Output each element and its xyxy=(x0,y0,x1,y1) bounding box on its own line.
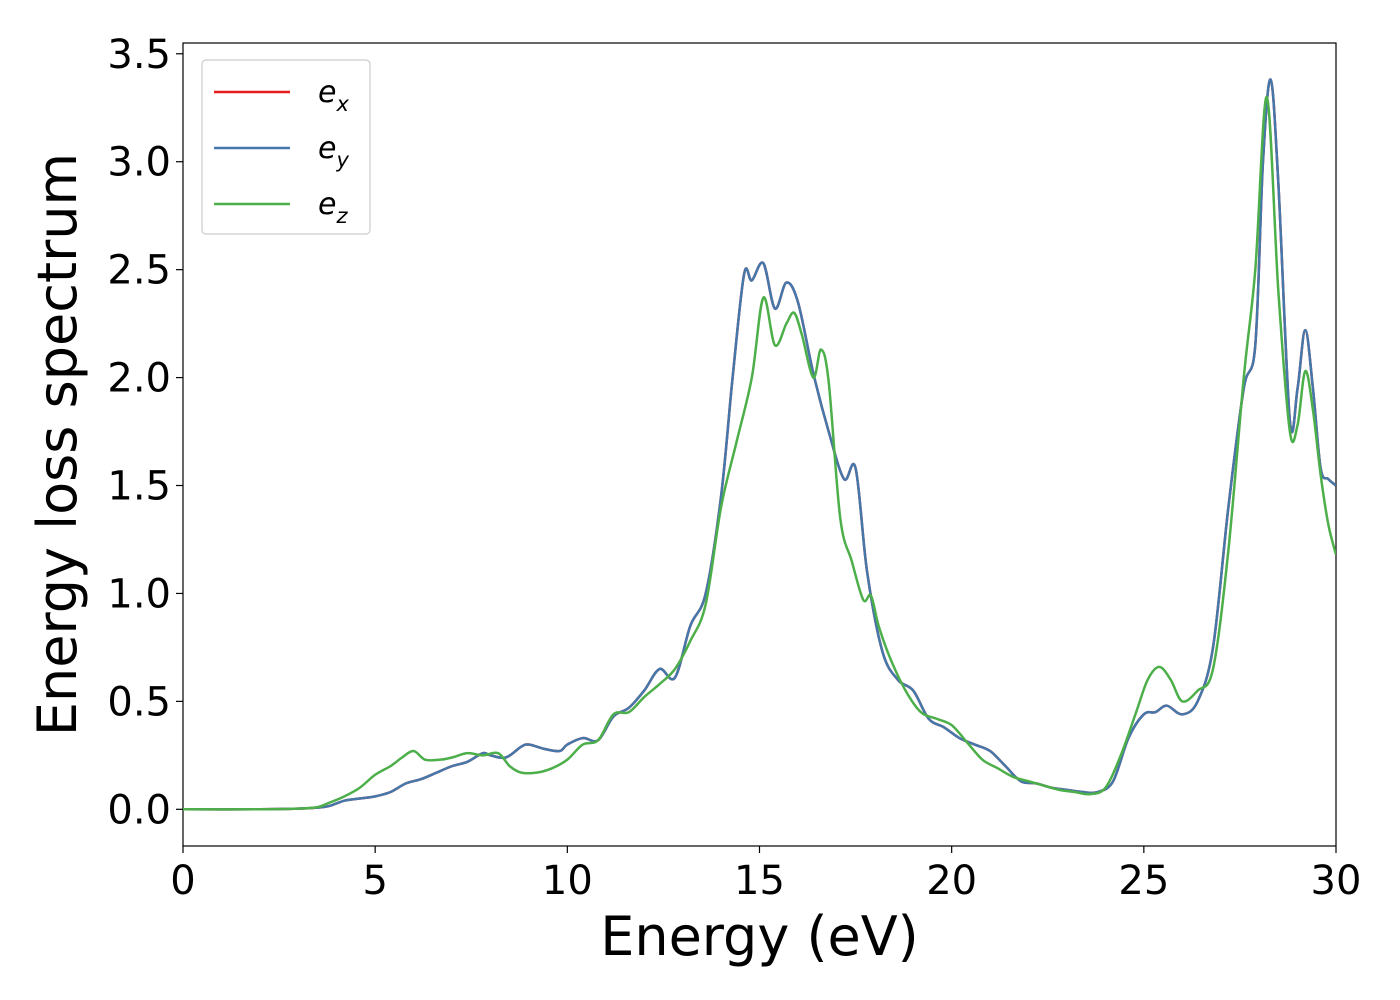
x-tick-label: 30 xyxy=(1311,858,1362,904)
legend-label-subscript: z xyxy=(335,204,348,228)
y-axis-label: Energy loss spectrum xyxy=(26,153,89,736)
x-tick-label: 25 xyxy=(1118,858,1169,904)
y-tick-label: 3.0 xyxy=(107,140,171,186)
legend-label-base: e xyxy=(318,187,336,222)
series-group xyxy=(183,78,1336,811)
x-tick-label: 0 xyxy=(170,858,195,904)
legend-label-ez: ez xyxy=(318,187,348,228)
y-tick-label: 0.5 xyxy=(107,679,171,725)
legend-label-subscript: y xyxy=(335,148,349,172)
y-tick-label: 0.0 xyxy=(107,787,171,833)
x-tick-label: 5 xyxy=(362,858,387,904)
x-tick-label: 10 xyxy=(542,858,593,904)
y-tick-label: 1.0 xyxy=(107,571,171,617)
x-axis-label: Energy (eV) xyxy=(600,905,919,968)
y-axis-ticks: 0.0 0.5 1.0 1.5 2.0 2.5 3.0 3.5 xyxy=(107,32,183,833)
legend-label-base: e xyxy=(318,131,336,166)
x-tick-label: 15 xyxy=(734,858,785,904)
series-line-ez xyxy=(183,95,1336,811)
legend-label-subscript: x xyxy=(335,92,349,116)
x-tick-label: 20 xyxy=(926,858,977,904)
legend-label-base: e xyxy=(318,75,336,110)
y-tick-label: 2.0 xyxy=(107,356,171,402)
legend-label-ey: ey xyxy=(318,131,349,172)
y-tick-label: 3.5 xyxy=(107,32,171,78)
x-axis-ticks: 0 5 10 15 20 25 30 xyxy=(170,846,1361,904)
legend-label-ex: ex xyxy=(318,75,349,116)
y-tick-label: 1.5 xyxy=(107,464,171,510)
y-tick-label: 2.5 xyxy=(107,248,171,294)
